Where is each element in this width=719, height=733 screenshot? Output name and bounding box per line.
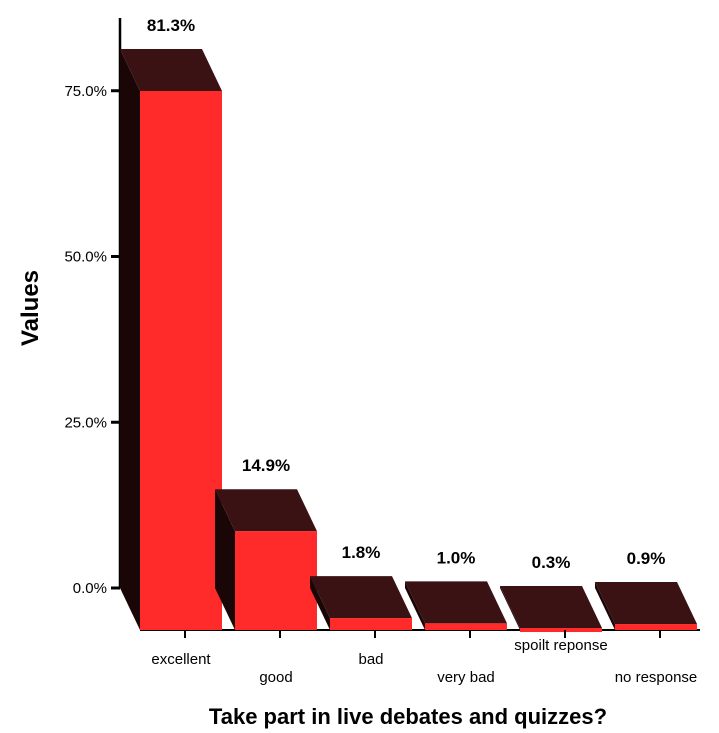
bar-value-label: 81.3% <box>147 16 195 35</box>
bar-top-face <box>405 581 507 624</box>
bar-good <box>215 489 317 630</box>
bar-layer <box>120 48 697 633</box>
bar-excellent <box>120 48 222 630</box>
bar-top-face <box>120 48 222 91</box>
x-category-label: spoilt reponse <box>514 637 607 654</box>
bar-top-face <box>310 576 412 619</box>
bar-value-label: 1.0% <box>437 548 476 567</box>
bar-front-face <box>140 90 222 630</box>
x-category-label: no response <box>615 669 698 686</box>
bar-spoilt-reponse <box>500 586 602 633</box>
bar-bad <box>310 576 412 630</box>
bar-front-face <box>520 628 602 633</box>
x-category-label: bad <box>358 651 383 668</box>
bar-top-face <box>500 586 602 629</box>
bar-front-face <box>235 531 317 630</box>
bar-very-bad <box>405 581 507 630</box>
bar-front-face <box>615 624 697 630</box>
bar-value-label: 1.8% <box>342 543 381 562</box>
y-axis-title: Values <box>17 270 44 346</box>
bar-side-face <box>500 586 520 630</box>
x-category-label: excellent <box>151 651 211 668</box>
bar-value-label: 0.3% <box>532 553 571 572</box>
bar-value-label: 0.9% <box>627 549 666 568</box>
y-tick-layer: 0.0% 25.0% 50.0% 75.0% <box>64 83 120 597</box>
bar-no-response <box>595 582 697 630</box>
bar-front-face <box>425 623 507 630</box>
y-tick-label: 50.0% <box>64 249 107 266</box>
bar-side-face <box>310 576 330 630</box>
y-tick-label: 0.0% <box>73 580 107 597</box>
bar-top-face <box>215 489 317 532</box>
bar-top-face <box>595 582 697 625</box>
bar-side-face <box>215 489 235 630</box>
x-axis-title: Take part in live debates and quizzes? <box>209 704 607 729</box>
bar-side-face <box>120 48 140 630</box>
label-layer: 81.3% excellent 14.9% good 1.8% bad 1.0% very b… <box>147 16 697 686</box>
y-tick-label: 75.0% <box>64 83 107 100</box>
x-category-label: very bad <box>437 669 495 686</box>
y-tick-label: 25.0% <box>64 414 107 431</box>
bar-side-face <box>405 581 425 630</box>
x-category-label: good <box>259 669 292 686</box>
bar-value-label: 14.9% <box>242 456 290 475</box>
bar-front-face <box>330 618 412 630</box>
bar-side-face <box>595 582 615 630</box>
